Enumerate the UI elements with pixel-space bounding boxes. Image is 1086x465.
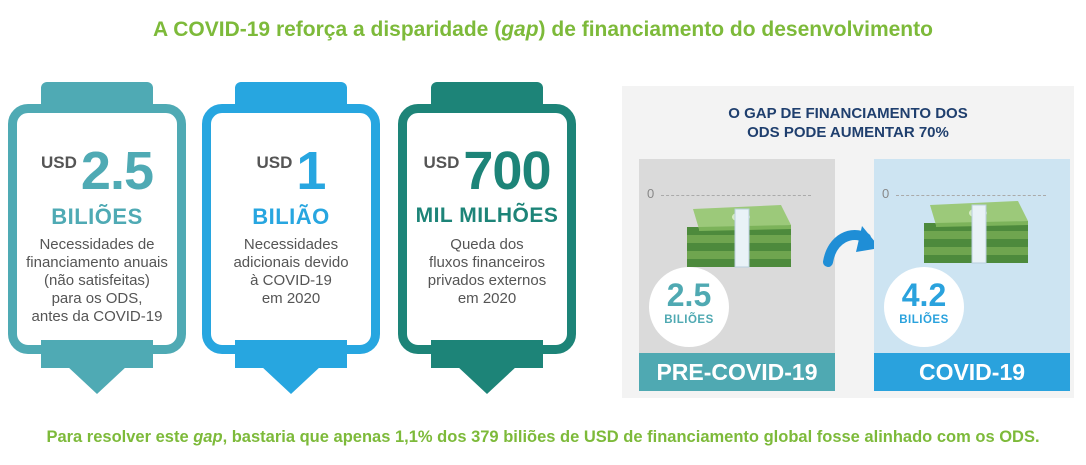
card-tab-bottom bbox=[41, 340, 153, 368]
card-sdg-needs: USD2.5 BILIÕES Necessidades de financiame… bbox=[8, 82, 186, 412]
cash-stack-icon bbox=[924, 201, 1028, 264]
value-number: 2.5 bbox=[666, 277, 712, 313]
card-figure: USD2.5 bbox=[8, 144, 186, 198]
curved-arrow-icon bbox=[823, 226, 880, 267]
axis-zero-label: 0 bbox=[647, 186, 655, 201]
footer-note: Para resolver este gap, bastaria que ape… bbox=[46, 428, 1040, 446]
card-pointer bbox=[67, 366, 127, 394]
card-pointer bbox=[261, 366, 321, 394]
gap-panel: O GAP DE FINANCIAMENTO DOS ODS PODE AUME… bbox=[622, 86, 1074, 398]
pre-covid-column: 0 2.5 BILIÕES PRE-COVID-19 bbox=[639, 159, 835, 391]
value-badge: 2.5 BILIÕES bbox=[649, 267, 729, 347]
card-pointer bbox=[457, 366, 517, 394]
amount-unit: MIL MILHÕES bbox=[415, 204, 559, 227]
amount-number: 1 bbox=[296, 141, 326, 201]
axis-zero-label: 0 bbox=[882, 186, 890, 201]
cash-stack-icon bbox=[687, 205, 791, 268]
page-title: A COVID-19 reforça a disparidade (gap) d… bbox=[153, 18, 933, 41]
card-figure: USD700 bbox=[398, 144, 576, 198]
card-tab-bottom bbox=[235, 340, 347, 368]
value-badge: 4.2 BILIÕES bbox=[884, 267, 964, 347]
value-unit: BILIÕES bbox=[899, 314, 949, 326]
card-frame bbox=[8, 104, 186, 354]
amount-unit: BILIÃO bbox=[252, 204, 330, 229]
value-number: 4.2 bbox=[901, 277, 947, 313]
currency-label: USD bbox=[256, 153, 293, 172]
card-private-flows: USD700 MIL MILHÕES Queda dos fluxos finan… bbox=[398, 82, 576, 412]
card-frame bbox=[202, 104, 380, 354]
card-description: Necessidades adicionais devido à COVID-19 e… bbox=[233, 236, 349, 307]
card-description: Necessidades de financiamento anuais (não … bbox=[26, 236, 168, 325]
amount-number: 2.5 bbox=[80, 141, 154, 201]
column-label: COVID-19 bbox=[874, 353, 1070, 391]
card-figure: USD1 bbox=[202, 144, 380, 198]
value-unit: BILIÕES bbox=[664, 314, 714, 326]
amount-unit: BILIÕES bbox=[51, 204, 143, 229]
column-label: PRE-COVID-19 bbox=[639, 353, 835, 391]
currency-label: USD bbox=[423, 153, 460, 172]
card-tab-bottom bbox=[431, 340, 543, 368]
currency-label: USD bbox=[41, 153, 77, 172]
card-description: Queda dos fluxos financeiros privados exte… bbox=[427, 236, 547, 307]
card-additional-needs: USD1 BILIÃO Necessidades adicionais devid… bbox=[202, 82, 380, 412]
axis-zero-line bbox=[896, 195, 1046, 196]
gap-panel-title: O GAP DE FINANCIAMENTO DOS ODS PODE AUME… bbox=[728, 105, 968, 141]
amount-number: 700 bbox=[463, 141, 551, 201]
axis-zero-line bbox=[661, 195, 811, 196]
covid-column: 0 4.2 BILIÕES COVID-19 bbox=[874, 159, 1070, 391]
